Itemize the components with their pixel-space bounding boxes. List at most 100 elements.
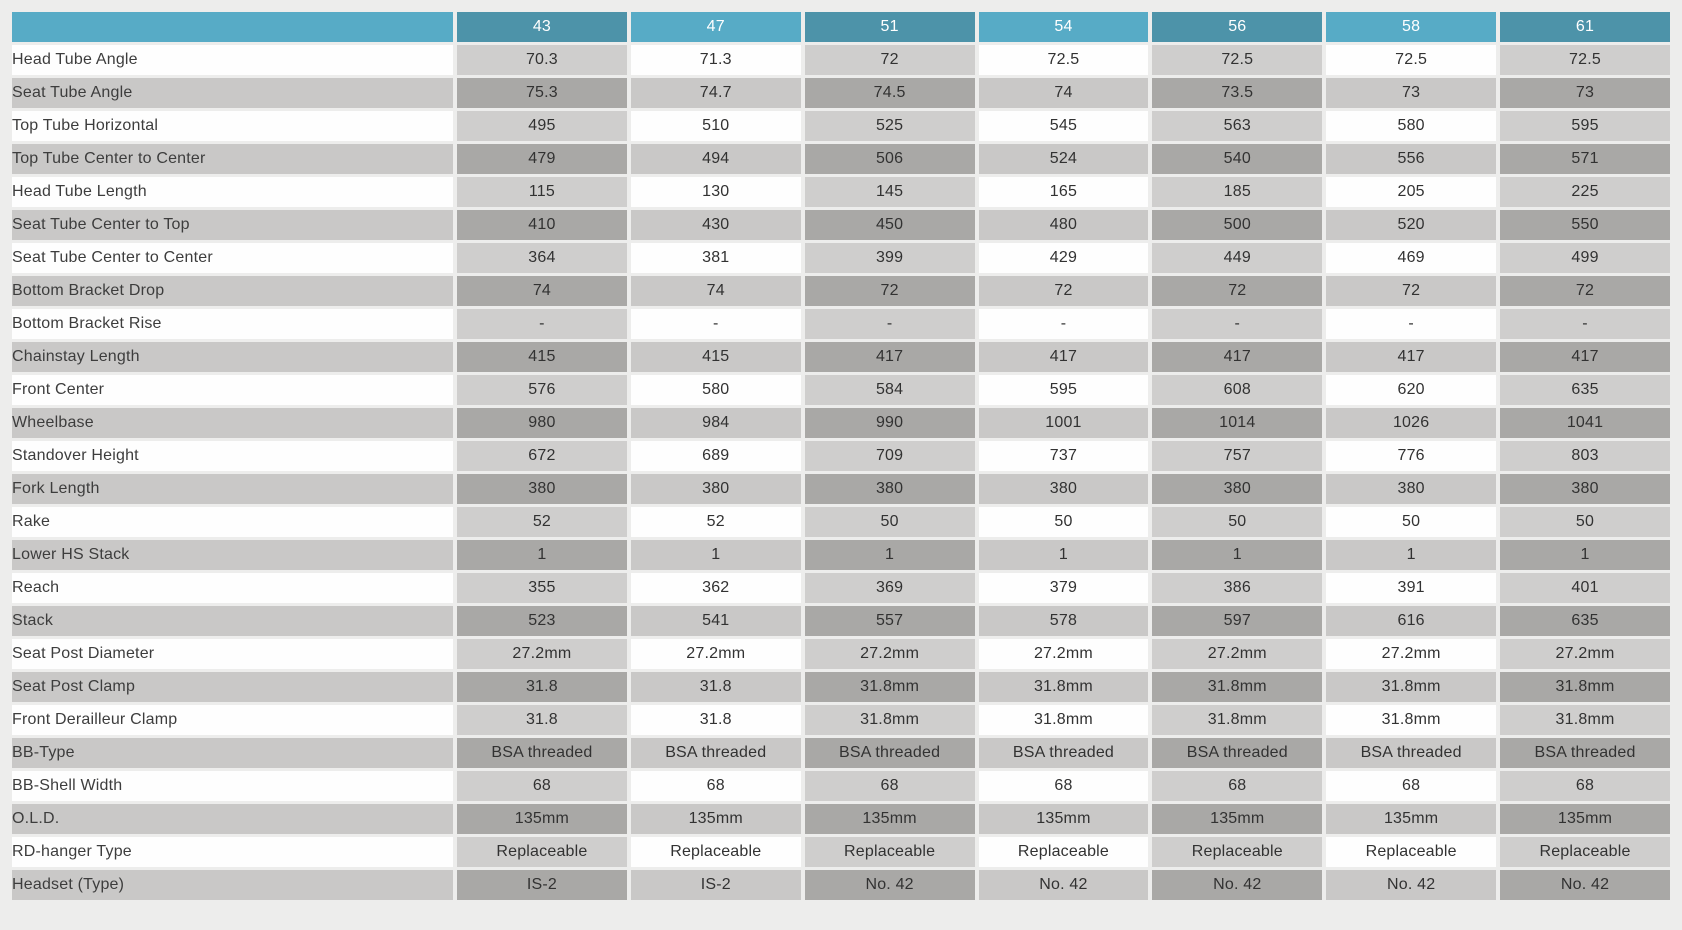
value-cell: 115 [457,177,627,207]
value-cell: Replaceable [457,837,627,867]
value-cell: 480 [978,210,1149,240]
table-row: Seat Tube Center to Top 410 430 450 480 500 52… [12,210,1670,240]
value-cell: 608 [1152,375,1323,405]
row-label: Bottom Bracket Rise [12,309,453,339]
value-cell: 50 [978,507,1149,537]
value-cell: 72.5 [1326,45,1497,75]
value-cell: 450 [804,210,975,240]
corner-header-cell [12,12,453,42]
size-column-header: 61 [1500,12,1670,42]
value-cell: 68 [457,771,627,801]
value-cell: 31.8mm [1152,672,1323,702]
row-label: Rake [12,507,453,537]
row-label: Seat Tube Center to Center [12,243,453,273]
value-cell: 68 [1500,771,1670,801]
value-cell: 557 [804,606,975,636]
value-cell: 415 [630,342,801,372]
geometry-table: 43 47 51 54 56 58 61 Head Tube Angle 70.3 71.3 72… [8,9,1674,903]
value-cell: 380 [1326,474,1497,504]
value-cell: 386 [1152,573,1323,603]
value-cell: 355 [457,573,627,603]
value-cell: Replaceable [978,837,1149,867]
table-row: Seat Post Diameter 27.2mm 27.2mm 27.2mm 27.2… [12,639,1670,669]
value-cell: 380 [978,474,1149,504]
table-row: Lower HS Stack 1 1 1 1 1 1 1 [12,540,1670,570]
value-cell: 595 [1500,111,1670,141]
value-cell: 417 [804,342,975,372]
value-cell: 135mm [1152,804,1323,834]
value-cell: 68 [1152,771,1323,801]
table-row: Bottom Bracket Drop 74 74 72 72 72 72 72 [12,276,1670,306]
value-cell: 578 [978,606,1149,636]
value-cell: 689 [630,441,801,471]
value-cell: 545 [978,111,1149,141]
value-cell: 72 [804,276,975,306]
value-cell: No. 42 [804,870,975,900]
value-cell: 27.2mm [1152,639,1323,669]
size-column-header: 58 [1326,12,1497,42]
value-cell: 1026 [1326,408,1497,438]
value-cell: 1 [804,540,975,570]
value-cell: 506 [804,144,975,174]
value-cell: IS-2 [630,870,801,900]
size-column-header: 54 [978,12,1149,42]
table-row: BB-Shell Width 68 68 68 68 68 68 68 [12,771,1670,801]
value-cell: - [804,309,975,339]
value-cell: No. 42 [978,870,1149,900]
row-label: Seat Post Diameter [12,639,453,669]
value-cell: 31.8mm [1326,705,1497,735]
value-cell: Replaceable [804,837,975,867]
row-label: Wheelbase [12,408,453,438]
value-cell: 479 [457,144,627,174]
row-label: RD-hanger Type [12,837,453,867]
value-cell: 990 [804,408,975,438]
value-cell: 135mm [457,804,627,834]
row-label: Front Center [12,375,453,405]
value-cell: BSA threaded [457,738,627,768]
value-cell: 130 [630,177,801,207]
value-cell: 31.8mm [978,705,1149,735]
value-cell: 71.3 [630,45,801,75]
row-label: Seat Tube Center to Top [12,210,453,240]
row-label: Front Derailleur Clamp [12,705,453,735]
row-label: Lower HS Stack [12,540,453,570]
value-cell: 449 [1152,243,1323,273]
row-label: Seat Post Clamp [12,672,453,702]
value-cell: 70.3 [457,45,627,75]
table-row: RD-hanger Type Replaceable Replaceable Repl… [12,837,1670,867]
value-cell: 984 [630,408,801,438]
value-cell: 225 [1500,177,1670,207]
table-row: Reach 355 362 369 379 386 391 401 [12,573,1670,603]
value-cell: 145 [804,177,975,207]
value-cell: 135mm [630,804,801,834]
value-cell: BSA threaded [630,738,801,768]
table-row: Head Tube Length 115 130 145 165 185 205 225 [12,177,1670,207]
value-cell: 74 [457,276,627,306]
value-cell: 429 [978,243,1149,273]
value-cell: 524 [978,144,1149,174]
table-row: Seat Tube Angle 75.3 74.7 74.5 74 73.5 73 73 [12,78,1670,108]
value-cell: 50 [1500,507,1670,537]
value-cell: 27.2mm [630,639,801,669]
value-cell: 415 [457,342,627,372]
value-cell: 72 [1326,276,1497,306]
value-cell: 74.5 [804,78,975,108]
value-cell: - [1500,309,1670,339]
value-cell: 391 [1326,573,1497,603]
table-row: Headset (Type) IS-2 IS-2 No. 42 No. 42 No. 42… [12,870,1670,900]
value-cell: 523 [457,606,627,636]
table-row: Chainstay Length 415 415 417 417 417 417 417 [12,342,1670,372]
value-cell: 31.8 [457,672,627,702]
row-label: Seat Tube Angle [12,78,453,108]
table-row: Head Tube Angle 70.3 71.3 72 72.5 72.5 72.5 72.… [12,45,1670,75]
value-cell: 68 [804,771,975,801]
value-cell: 31.8 [457,705,627,735]
value-cell: 709 [804,441,975,471]
value-cell: 68 [978,771,1149,801]
value-cell: 499 [1500,243,1670,273]
value-cell: 520 [1326,210,1497,240]
value-cell: 72.5 [978,45,1149,75]
value-cell: 417 [1326,342,1497,372]
value-cell: BSA threaded [804,738,975,768]
value-cell: 135mm [1500,804,1670,834]
